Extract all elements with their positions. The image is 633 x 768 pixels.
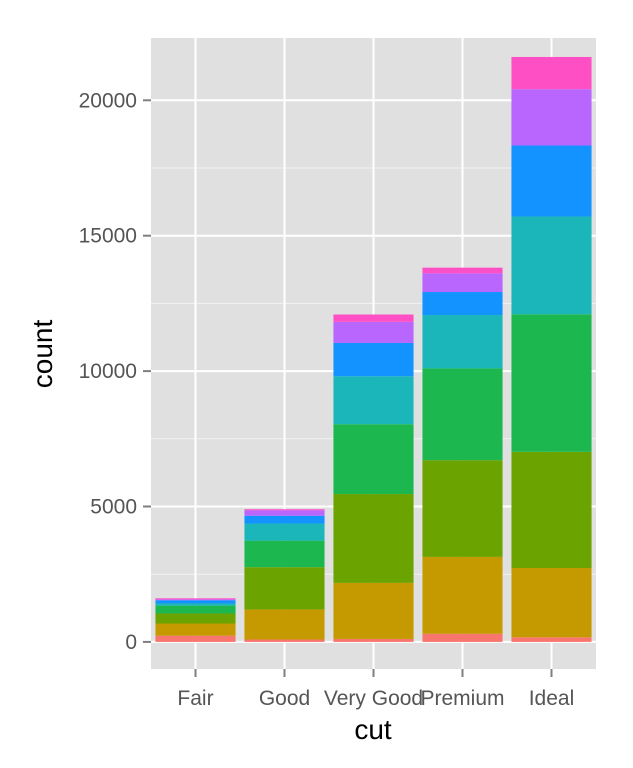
bars <box>155 56 592 642</box>
y-tick-label: 15000 <box>79 225 137 248</box>
x-tick-label: Very Good <box>324 687 423 710</box>
x-tick-label: Premium <box>420 687 504 710</box>
bar-segment <box>333 582 414 639</box>
y-tick-label: 0 <box>125 631 137 654</box>
bar-segment <box>511 637 592 642</box>
bar-segment <box>422 315 503 369</box>
y-axis: 0 5000 10000 15000 20000 <box>79 89 151 654</box>
bar-segment <box>155 599 236 601</box>
bar-segment <box>155 635 236 642</box>
bar-segment <box>422 273 503 293</box>
bar-segment <box>155 600 236 604</box>
bar-segment <box>333 342 414 377</box>
bar-segment <box>422 556 503 634</box>
bar-segment <box>155 598 236 600</box>
bar-segment <box>244 515 325 524</box>
bar-segment <box>422 267 503 274</box>
bar-segment <box>244 609 325 640</box>
bar-segment <box>511 145 592 217</box>
bar-segment <box>511 216 592 315</box>
bar-segment <box>333 424 414 495</box>
x-tick-label: Good <box>259 687 310 710</box>
bar-segment <box>511 567 592 638</box>
bar-segment <box>511 56 592 90</box>
bar-segment <box>333 494 414 583</box>
bar-segment <box>155 605 236 614</box>
bar-segment <box>333 314 414 322</box>
bar-segment <box>511 451 592 568</box>
bar-segment <box>244 540 325 568</box>
bar-segment <box>422 460 503 557</box>
bar-segment <box>155 613 236 624</box>
y-axis-title: count <box>27 320 58 389</box>
bar-segment <box>511 314 592 452</box>
bar-segment <box>244 567 325 610</box>
bar-segment <box>155 623 236 636</box>
y-tick-label: 5000 <box>90 496 137 519</box>
x-tick-label: Ideal <box>529 687 575 710</box>
bar-segment <box>333 321 414 343</box>
bar-segment <box>244 523 325 541</box>
x-axis-title: cut <box>354 714 392 745</box>
x-tick-label: Fair <box>177 687 213 710</box>
bar-segment <box>422 368 503 461</box>
bar-segment <box>333 376 414 425</box>
bar-segment <box>422 633 503 642</box>
bar-segment <box>422 292 503 316</box>
bar-segment <box>333 638 414 642</box>
bar-segment <box>244 509 325 511</box>
bar-segment <box>511 89 592 146</box>
bar-segment <box>244 510 325 516</box>
y-tick-label: 10000 <box>79 360 137 383</box>
bar-segment <box>155 603 236 606</box>
y-tick-label: 20000 <box>79 89 137 112</box>
bar-segment <box>244 639 325 642</box>
